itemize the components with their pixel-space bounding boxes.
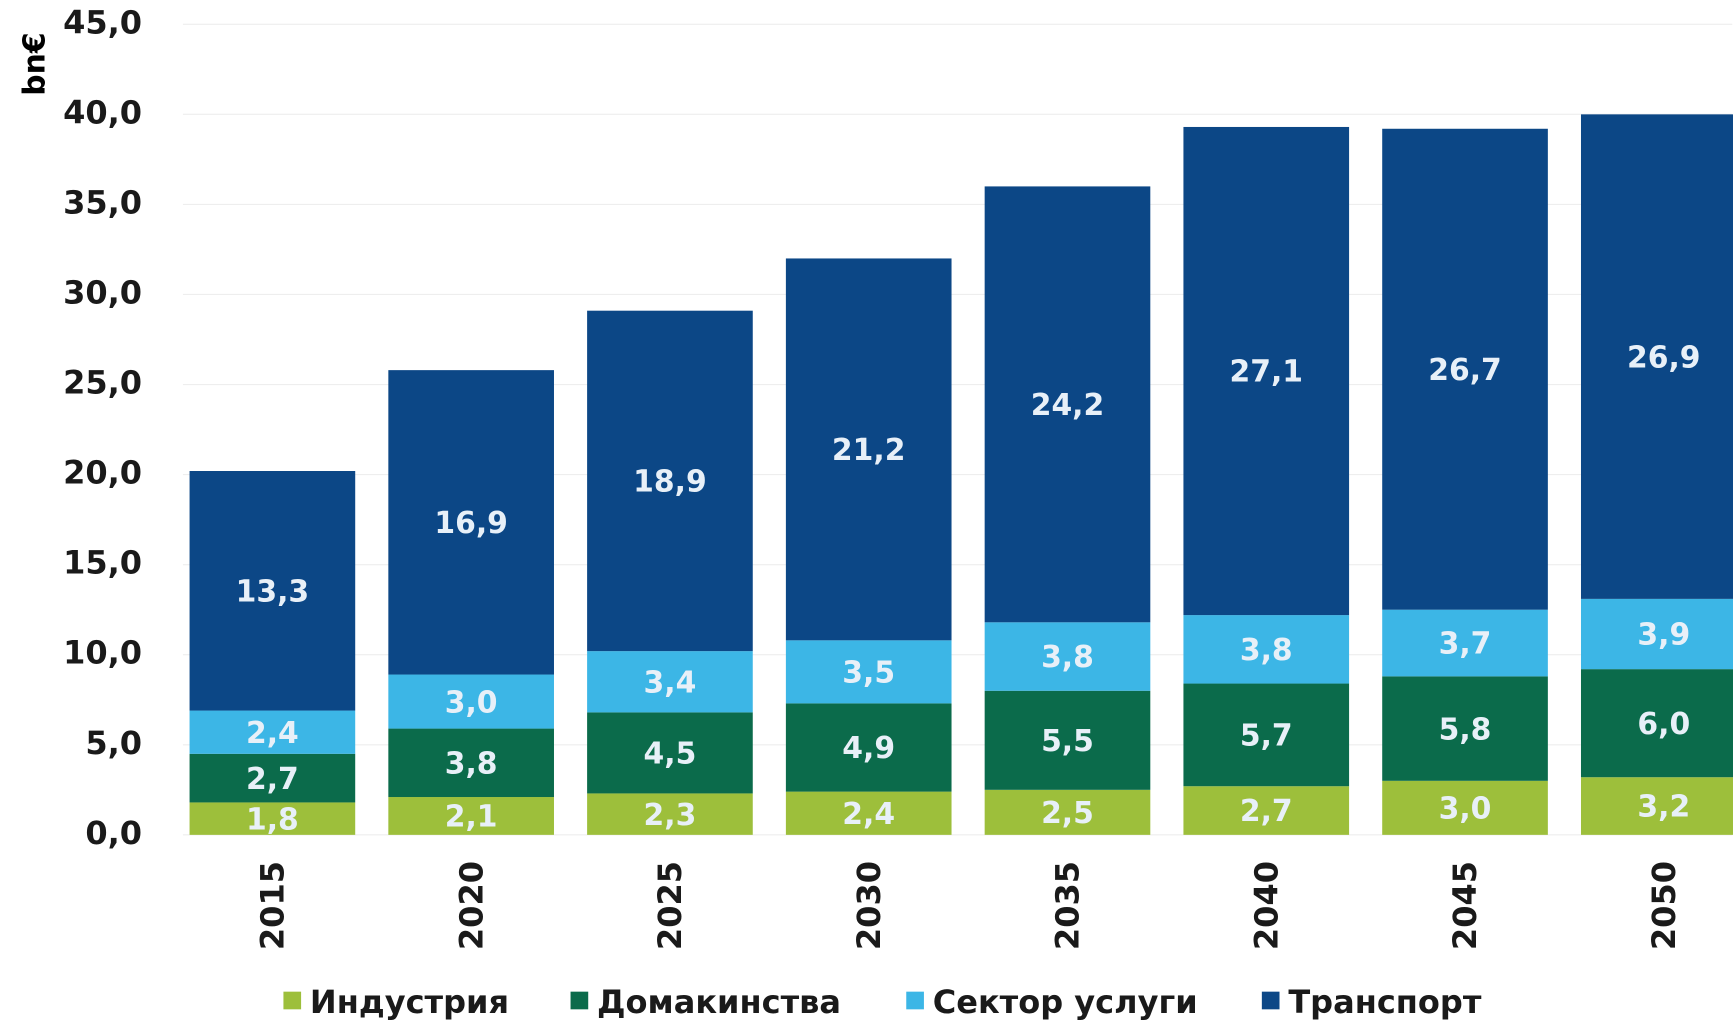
- legend-label: Индустрия: [310, 983, 509, 1021]
- value-label: 18,9: [633, 465, 707, 500]
- bar-segment: [1382, 128, 1548, 610]
- bar-segment: [189, 471, 356, 711]
- value-label: 6,0: [1637, 707, 1690, 742]
- bar-segment: [587, 793, 753, 835]
- bar-segment: [1580, 777, 1733, 835]
- value-label: 2,7: [1240, 794, 1293, 829]
- bar-segment: [1580, 598, 1733, 670]
- value-label: 3,8: [1240, 633, 1293, 668]
- legend-label: Транспорт: [1288, 983, 1481, 1021]
- bar-segment: [984, 622, 1151, 691]
- legend-swatch: [906, 991, 924, 1010]
- value-label: 5,8: [1439, 712, 1492, 747]
- y-tick-label: 5,0: [85, 724, 142, 762]
- legend-swatch: [570, 991, 589, 1010]
- bar-segment: [388, 674, 554, 729]
- x-tick-label: 2030: [850, 861, 888, 950]
- value-label: 2,3: [644, 798, 697, 833]
- value-label: 3,0: [445, 685, 498, 720]
- value-label: 3,0: [1439, 792, 1492, 827]
- x-tick-label: 2035: [1049, 861, 1087, 950]
- value-label: 16,9: [434, 506, 508, 541]
- bar-segment: [785, 703, 952, 792]
- y-tick-label: 40,0: [63, 93, 142, 131]
- bar-segment: [587, 310, 753, 652]
- legend-label: Сектор услуги: [933, 983, 1198, 1021]
- x-tick-label: 2025: [651, 861, 689, 950]
- value-label: 3,2: [1637, 790, 1690, 825]
- value-label: 26,9: [1627, 340, 1701, 375]
- legend-swatch: [283, 991, 302, 1010]
- value-label: 3,4: [644, 665, 697, 700]
- bar-segment: [189, 710, 356, 754]
- value-label: 2,4: [246, 716, 299, 751]
- x-tick-label: 2020: [452, 861, 490, 950]
- legend-label: Домакинства: [597, 983, 841, 1021]
- y-tick-label: 20,0: [63, 454, 142, 492]
- value-label: 1,8: [246, 802, 299, 837]
- y-tick-label: 25,0: [63, 364, 142, 402]
- value-label: 3,9: [1637, 618, 1690, 653]
- bar-segment: [1382, 609, 1548, 677]
- bar-segment: [388, 728, 554, 798]
- bar-segment: [1183, 615, 1350, 684]
- bar-segment: [587, 651, 753, 713]
- bar-segment: [984, 690, 1151, 790]
- y-tick-label: 15,0: [63, 544, 142, 582]
- bar-segment: [1183, 126, 1350, 616]
- bar-segment: [1183, 683, 1350, 787]
- bar-segment: [1382, 676, 1548, 781]
- value-label: 5,7: [1240, 719, 1293, 754]
- bar-segment: [1580, 114, 1733, 599]
- bar-segment: [984, 186, 1151, 623]
- y-tick-label: 0,0: [85, 814, 142, 852]
- bar-segment: [388, 370, 554, 675]
- value-label: 13,3: [236, 574, 310, 609]
- value-label: 3,8: [1041, 640, 1094, 675]
- bar-segment: [1183, 786, 1350, 835]
- bar-segment: [189, 802, 356, 835]
- value-label: 3,8: [445, 747, 498, 782]
- value-label: 2,1: [445, 800, 498, 835]
- value-label: 2,4: [842, 797, 895, 832]
- bar-segment: [587, 712, 753, 794]
- value-label: 3,5: [842, 656, 895, 691]
- y-tick-label: 45,0: [63, 3, 142, 41]
- value-label: 5,5: [1041, 724, 1094, 759]
- y-tick-label: 10,0: [63, 634, 142, 672]
- x-tick-label: 2050: [1645, 861, 1683, 950]
- bar-segment: [1382, 780, 1548, 835]
- x-tick-label: 2045: [1446, 861, 1484, 950]
- bar-segment: [388, 797, 554, 835]
- y-tick-label: 30,0: [63, 273, 142, 311]
- value-label: 24,2: [1031, 388, 1105, 423]
- bar-segment: [785, 791, 952, 835]
- value-label: 21,2: [832, 433, 906, 468]
- x-tick-label: 2015: [254, 861, 292, 950]
- bar-segment: [189, 753, 356, 803]
- value-label: 26,7: [1428, 353, 1502, 388]
- value-label: 2,5: [1041, 796, 1094, 831]
- value-label: 4,9: [842, 731, 895, 766]
- legend-swatch: [1261, 991, 1280, 1010]
- value-label: 4,5: [644, 737, 697, 772]
- y-tick-label: 35,0: [63, 183, 142, 221]
- bar-segment: [984, 789, 1151, 835]
- y-axis-label: bn€: [18, 32, 53, 95]
- bar-segment: [1580, 669, 1733, 778]
- value-label: 2,7: [246, 762, 299, 797]
- x-tick-label: 2040: [1247, 861, 1285, 950]
- bar-segment: [785, 258, 952, 641]
- bar-segment: [785, 640, 952, 704]
- value-label: 3,7: [1439, 627, 1492, 662]
- value-label: 27,1: [1229, 355, 1303, 390]
